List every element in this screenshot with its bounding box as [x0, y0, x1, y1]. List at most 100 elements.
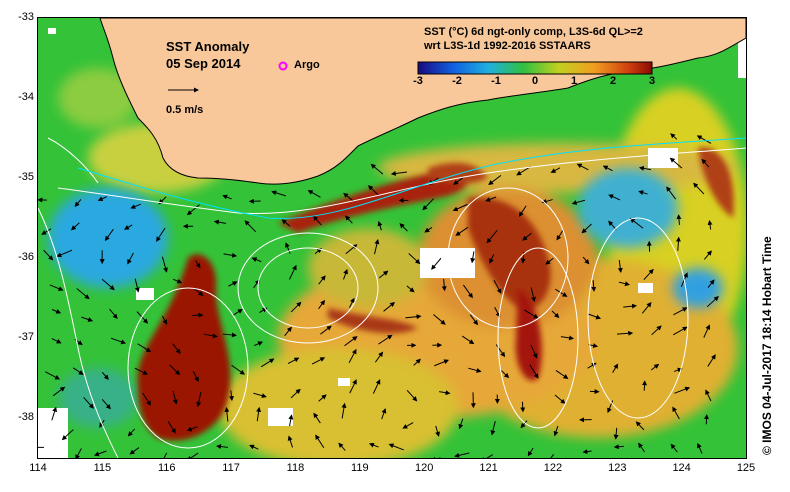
current-arrow-icon	[455, 226, 469, 236]
current-arrow-icon	[701, 158, 710, 168]
current-arrow-icon	[186, 204, 200, 216]
current-arrow-icon	[338, 442, 346, 451]
colorbar-tick: 1	[570, 75, 578, 87]
lat-tick-label: -33	[18, 11, 34, 23]
current-arrow-icon	[608, 220, 617, 230]
current-arrow-icon	[341, 402, 347, 419]
current-arrow-icon	[51, 406, 58, 421]
current-arrow-icon	[461, 335, 475, 345]
current-arrow-icon	[490, 420, 496, 436]
current-arrow-icon	[522, 232, 532, 241]
lon-tick-label: 114	[29, 462, 47, 474]
current-arrow-icon	[271, 190, 287, 197]
current-arrow-icon	[582, 256, 590, 265]
current-arrow-icon	[623, 303, 637, 309]
current-arrow-icon	[485, 196, 497, 202]
current-arrow-icon	[433, 314, 446, 325]
current-arrow-icon	[203, 333, 218, 339]
current-arrow-icon	[228, 281, 238, 287]
current-arrow-icon	[134, 278, 140, 293]
current-arrow-icon	[374, 351, 384, 363]
current-arrow-icon	[161, 315, 168, 325]
sst-anomaly-map[interactable]	[38, 18, 746, 458]
colorbar-tick: 3	[648, 75, 656, 87]
colorbar-tick: 0	[531, 75, 539, 87]
current-arrow-icon	[638, 442, 645, 453]
current-arrow-icon	[195, 260, 201, 269]
colorbar-tick: -2	[452, 75, 462, 87]
map-canvas	[38, 18, 746, 458]
current-arrow-icon	[233, 308, 243, 316]
current-arrow-icon	[550, 454, 554, 458]
argo-marker-icon[interactable]	[278, 61, 288, 71]
current-arrow-icon	[192, 371, 199, 383]
current-arrow-icon	[643, 268, 654, 281]
current-arrow-icon	[550, 167, 561, 173]
current-arrow-icon	[674, 367, 683, 373]
current-arrow-icon	[527, 447, 534, 457]
current-arrow-icon	[383, 301, 396, 312]
current-arrow-icon	[193, 287, 204, 296]
current-arrow-icon	[142, 392, 151, 406]
current-arrow-icon	[251, 257, 262, 263]
current-arrow-icon	[101, 278, 115, 291]
current-arrow-icon	[70, 222, 80, 231]
map-date: 05 Sep 2014	[166, 56, 241, 71]
current-arrow-icon	[49, 284, 64, 291]
current-arrow-icon	[556, 230, 564, 241]
lat-tick-label: -34	[18, 91, 34, 103]
current-arrow-icon	[348, 348, 357, 364]
current-arrow-icon	[75, 448, 82, 458]
current-arrow-icon	[495, 344, 506, 358]
current-arrow-icon	[224, 406, 230, 422]
sea-level-contours	[38, 137, 746, 458]
current-arrow-icon	[638, 165, 651, 171]
current-arrow-icon	[381, 408, 387, 420]
current-arrow-icon	[399, 223, 408, 232]
current-arrow-icon	[348, 297, 355, 308]
current-arrow-icon	[406, 285, 415, 293]
current-arrow-icon	[390, 171, 408, 176]
current-arrow-icon	[638, 190, 648, 196]
current-arrow-icon	[370, 163, 384, 175]
shelf-contour	[77, 137, 746, 219]
current-arrow-icon	[377, 220, 383, 231]
current-arrow-icon	[228, 390, 234, 402]
current-arrow-icon	[101, 371, 109, 380]
lon-tick-label: 116	[157, 462, 176, 474]
product-title-line1: SST (°C) 6d ngt-only comp, L3S-6d QL>=2	[424, 26, 643, 38]
current-arrow-icon	[109, 308, 118, 320]
current-arrow-icon	[669, 157, 683, 169]
current-arrow-icon	[703, 324, 711, 338]
current-arrow-icon	[613, 427, 619, 440]
current-arrow-icon	[378, 334, 393, 345]
current-arrow-icon	[672, 406, 680, 420]
current-vectors	[38, 133, 719, 458]
argo-label: Argo	[294, 59, 320, 71]
current-arrow-icon	[290, 388, 301, 399]
current-arrow-icon	[318, 299, 326, 310]
current-arrow-icon	[318, 275, 326, 285]
current-arrow-icon	[52, 386, 66, 397]
current-arrow-icon	[231, 364, 246, 375]
current-arrow-icon	[641, 302, 652, 314]
current-arrow-icon	[402, 422, 414, 429]
current-arrow-icon	[500, 370, 510, 379]
current-arrow-icon	[675, 236, 681, 251]
current-arrow-icon	[288, 264, 297, 280]
current-arrow-icon	[608, 194, 621, 201]
lon-tick-label: 123	[608, 462, 627, 474]
current-arrow-icon	[607, 400, 614, 414]
current-arrow-icon	[172, 343, 181, 354]
current-arrow-icon	[260, 358, 275, 368]
current-arrow-icon	[555, 369, 569, 379]
current-arrow-icon	[51, 309, 62, 314]
current-arrow-icon	[374, 239, 380, 255]
current-arrow-icon	[616, 330, 634, 336]
current-arrow-icon	[697, 442, 703, 454]
current-arrow-icon	[581, 223, 592, 234]
current-arrow-icon	[439, 390, 451, 396]
current-arrow-icon	[253, 392, 267, 399]
current-arrow-icon	[587, 313, 602, 320]
current-arrow-icon	[529, 364, 539, 379]
